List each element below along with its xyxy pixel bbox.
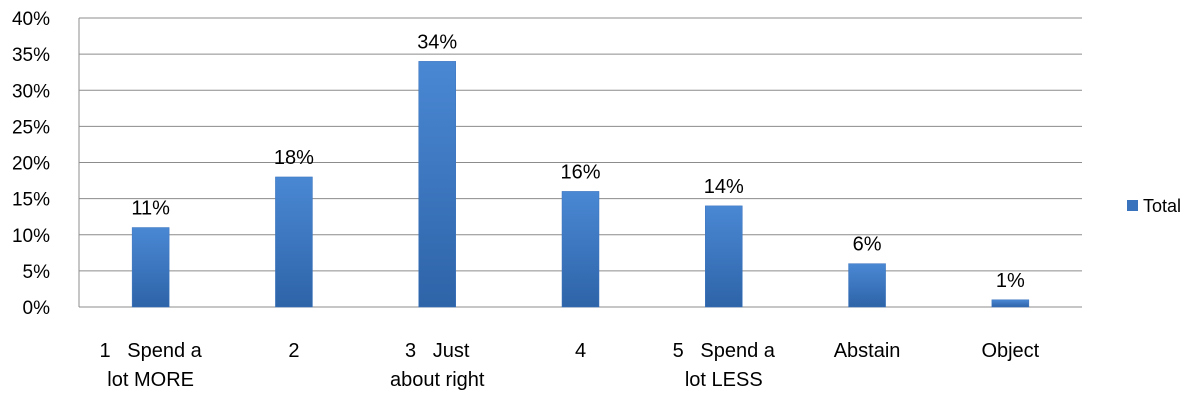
legend-swatch-total — [1127, 200, 1138, 211]
category-label: 2 — [288, 340, 299, 362]
data-label: 6% — [853, 234, 882, 256]
category-label: 4 — [575, 340, 586, 362]
y-tick-label: 30% — [12, 81, 50, 102]
category-label: lot MORE — [107, 369, 194, 391]
y-tick-label: 20% — [12, 154, 50, 175]
legend: Total — [1127, 196, 1181, 216]
bar — [992, 300, 1029, 307]
bar — [419, 61, 456, 307]
bar — [562, 191, 599, 307]
category-label: 3 Just — [405, 340, 470, 362]
data-label: 14% — [704, 176, 744, 198]
data-label: 18% — [274, 147, 314, 169]
y-tick-label: 25% — [12, 117, 50, 138]
y-tick-label: 10% — [12, 226, 50, 247]
category-label: about right — [390, 369, 485, 391]
y-tick-label: 15% — [12, 190, 50, 211]
category-label: 5 Spend a — [673, 340, 776, 362]
category-label: 1 Spend a — [99, 340, 202, 362]
data-label: 16% — [560, 161, 600, 183]
data-label: 11% — [131, 198, 170, 220]
y-tick-label: 40% — [12, 9, 50, 30]
data-label: 1% — [996, 270, 1025, 292]
bar — [132, 228, 169, 307]
bars — [132, 61, 1029, 307]
y-tick-label: 0% — [23, 298, 51, 319]
bar — [275, 177, 312, 307]
category-label: lot LESS — [685, 369, 763, 391]
bar — [849, 264, 886, 307]
y-tick-label: 35% — [12, 45, 50, 66]
x-axis-category-labels: 1 Spend a lot MORE 2 3 Just about right 4 5 Sp… — [99, 340, 1039, 391]
legend-label-total: Total — [1143, 196, 1181, 216]
bar — [705, 206, 742, 307]
data-label: 34% — [417, 31, 457, 53]
y-axis-tick-labels: 0% 5% 10% 15% 20% 25% 30% 35% 40% — [12, 9, 50, 319]
y-tick-label: 5% — [23, 262, 51, 283]
category-label: Abstain — [834, 340, 901, 362]
category-label: Object — [981, 340, 1039, 362]
